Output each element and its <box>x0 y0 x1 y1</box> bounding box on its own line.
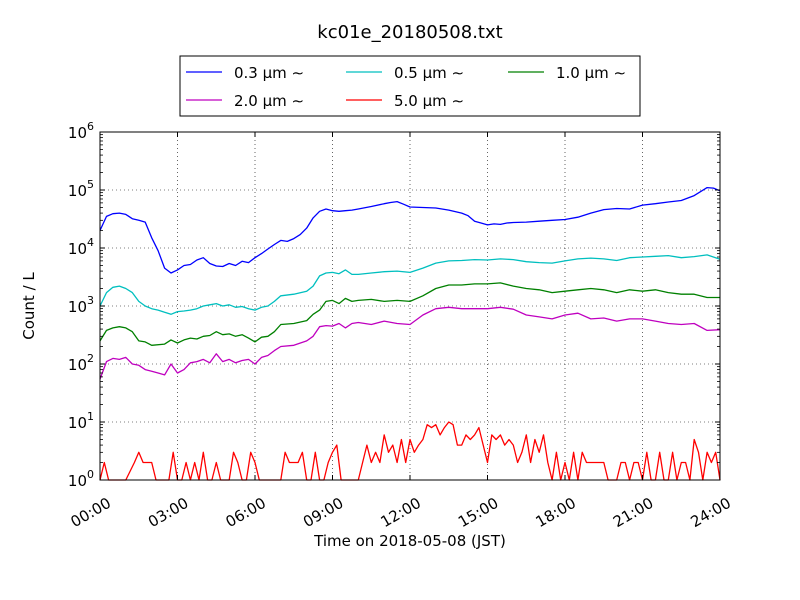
legend-label-0: 0.3 μm ∼ <box>234 64 304 82</box>
chart-title: kc01e_20180508.txt <box>317 22 502 43</box>
y-axis-label: Count / L <box>20 272 38 340</box>
y-tick-label: 102 <box>68 352 94 374</box>
y-tick-label: 105 <box>68 178 94 200</box>
series-lines <box>99 186 721 481</box>
y-tick-label: 103 <box>68 294 94 316</box>
y-tick-label: 100 <box>68 468 94 490</box>
series-line-4 <box>99 421 721 481</box>
series-line-1 <box>99 254 721 315</box>
y-tick-label: 106 <box>68 120 94 142</box>
series-line-3 <box>99 306 721 380</box>
legend: 0.3 μm ∼ 0.5 μm ∼ 1.0 μm ∼ 2.0 μm ∼ 5.0 μm ∼ <box>179 55 641 117</box>
x-axis-label: Time on 2018-05-08 (JST) <box>313 532 506 550</box>
series-line-2 <box>99 282 720 346</box>
y-tick-label: 101 <box>68 410 94 432</box>
legend-label-1: 0.5 μm ∼ <box>394 64 464 82</box>
legend-label-3: 2.0 μm ∼ <box>234 92 304 110</box>
series-line-0 <box>99 186 721 274</box>
y-tick-label: 104 <box>68 236 94 258</box>
legend-label-2: 1.0 μm ∼ <box>556 64 626 82</box>
grid-lines <box>100 132 720 480</box>
legend-label-4: 5.0 μm ∼ <box>394 92 464 110</box>
legend-box <box>179 55 641 117</box>
